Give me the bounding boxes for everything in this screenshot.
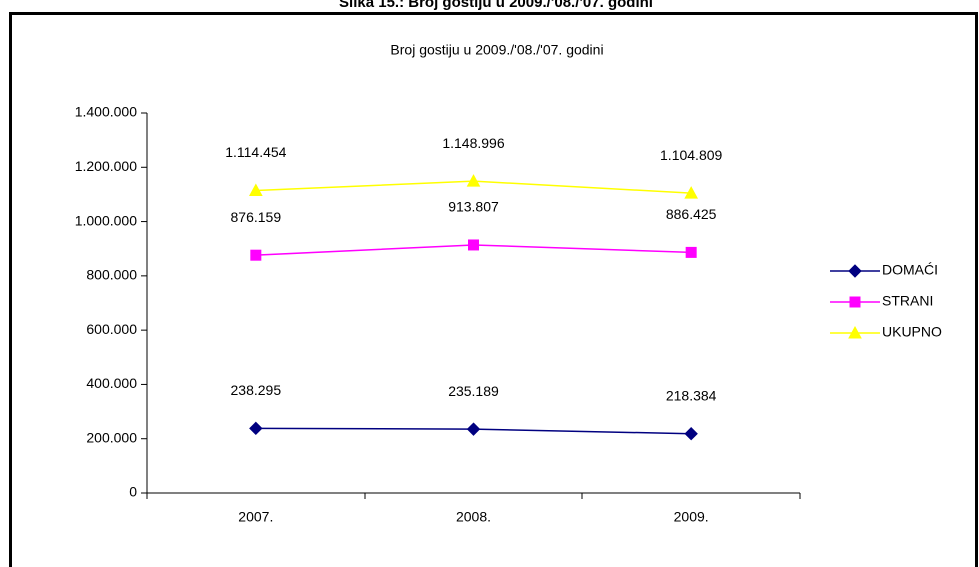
point [685,246,697,258]
legend-label: UKUPNO [882,324,942,340]
point [248,183,263,197]
point [466,174,481,187]
data-label: 876.159 [231,209,282,225]
x-tick-label: 2009. [674,509,709,525]
point [250,249,262,261]
x-tick-label: 2008. [456,509,491,525]
data-label: 1.114.454 [225,144,286,160]
y-tick-label: 200.000 [86,429,137,445]
caption: Slika 15.: Broj gostiju u 2009./'08./'07… [339,0,653,11]
data-label: 1.104.809 [660,147,722,163]
frame [9,12,978,567]
data-label: 1.148.996 [442,135,504,151]
data-label: 886.425 [666,206,717,222]
point [684,186,699,199]
y-tick-label: 400.000 [86,375,137,391]
point [468,239,479,251]
y-tick-label: 1.400.000 [75,104,137,120]
point [684,427,698,441]
data-label: 913.807 [448,199,499,215]
y-tick-label: 1.200.000 [75,158,137,174]
y-tick-label: 1.000.000 [75,212,137,228]
data-label: 218.384 [666,387,717,403]
y-tick-label: 800.000 [86,267,137,283]
data-label: 235.189 [448,383,499,399]
legend-label: DOMAĆI [882,262,938,278]
y-tick-label: 0 [129,484,137,500]
legend-label: STRANI [882,293,933,309]
data-label: 238.295 [231,382,282,398]
legend-marker [849,296,861,308]
point [466,422,481,436]
chart-title: Broj gostiju u 2009./'08./'07. godini [390,42,603,58]
x-tick-label: 2007. [238,509,273,525]
legend-marker [848,264,862,278]
legend-marker [848,325,862,339]
y-tick-label: 600.000 [86,321,137,337]
point [249,421,263,436]
